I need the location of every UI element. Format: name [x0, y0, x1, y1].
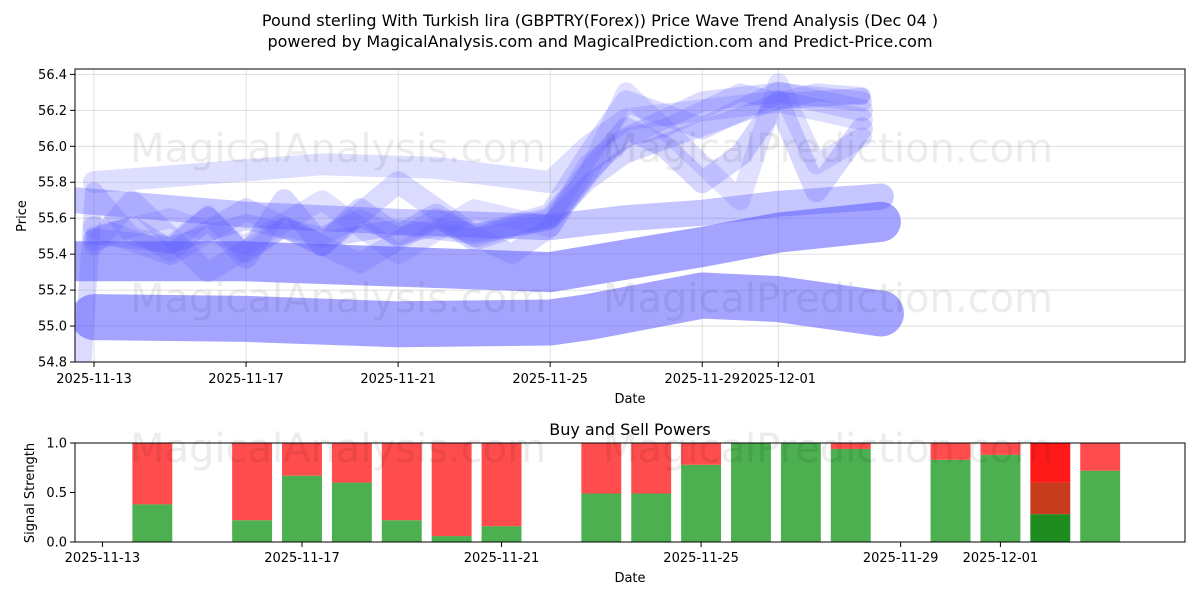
- buy-bar-10: [731, 443, 771, 542]
- signal-y-axis-label: Signal Strength: [23, 443, 38, 543]
- signal-chart-title: Buy and Sell Powers: [549, 420, 711, 439]
- mixed-bar-15: [1030, 482, 1071, 515]
- price-wave-series: [75, 73, 904, 362]
- watermark-prediction-bottom: MagicalPrediction.com: [603, 426, 1053, 472]
- buy-bar-15: [1030, 514, 1071, 542]
- signal-x-tick-label-5: 2025-12-01: [963, 551, 1039, 566]
- signal-bars: [132, 443, 1121, 542]
- sell-bar-3: [331, 443, 372, 483]
- buy-bar-4: [381, 520, 422, 542]
- signal-x-tick-label-2: 2025-11-21: [464, 551, 540, 566]
- sell-bar-4: [381, 443, 422, 521]
- price-x-tick-label-1: 2025-11-17: [208, 372, 284, 387]
- signal-y-tick-label-1: 0.5: [46, 486, 67, 501]
- signal-y-tick-label-0: 0.0: [46, 536, 67, 551]
- price-x-ticks: 2025-11-13 2025-11-17 2025-11-21 2025-11-25…: [56, 362, 816, 387]
- price-y-tick-label-7: 56.2: [38, 104, 67, 119]
- price-y-tick-label-0: 54.8: [38, 356, 67, 371]
- watermark-analysis-top-2: MagicalAnalysis.com: [130, 276, 546, 322]
- price-y-tick-label-8: 56.4: [38, 68, 67, 83]
- buy-bar-5: [431, 536, 472, 542]
- price-y-tick-label-1: 55.0: [38, 320, 67, 335]
- price-x-tick-label-3: 2025-11-25: [512, 372, 588, 387]
- price-wave-line-10: [86, 88, 870, 254]
- price-x-axis-label: Date: [614, 392, 645, 407]
- buy-bar-12: [830, 448, 871, 542]
- sell-bar-14: [980, 443, 1021, 455]
- signal-x-tick-label-1: 2025-11-17: [264, 551, 340, 566]
- sell-bar-16: [1080, 443, 1121, 471]
- price-wave-line-4: [83, 90, 873, 269]
- sell-bar-15: [1030, 443, 1071, 483]
- buy-bar-16: [1080, 470, 1121, 542]
- buy-bar-9: [681, 464, 722, 542]
- signal-strength-chart: Buy and Sell Powers MagicalAnalysis.com …: [23, 420, 1186, 586]
- sell-bar-0: [132, 443, 173, 505]
- price-x-tick-label-2: 2025-11-21: [360, 372, 436, 387]
- buy-bar-7: [581, 493, 622, 542]
- watermark-prediction-top-1: MagicalPrediction.com: [603, 126, 1053, 172]
- price-y-tick-label-6: 56.0: [38, 140, 67, 155]
- watermark-analysis-bottom: MagicalAnalysis.com: [130, 426, 546, 472]
- buy-bar-11: [780, 443, 821, 542]
- sell-bar-13: [930, 443, 971, 460]
- buy-bar-14: [980, 454, 1021, 542]
- price-wave-line-3: [75, 183, 894, 241]
- watermark-prediction-top-2: MagicalPrediction.com: [603, 276, 1053, 322]
- sell-bar-1: [232, 443, 273, 521]
- sell-bar-8: [631, 443, 672, 494]
- signal-x-tick-label-3: 2025-11-25: [663, 551, 739, 566]
- signal-x-axis-label: Date: [614, 571, 645, 586]
- signal-y-tick-label-2: 1.0: [46, 437, 67, 452]
- sell-bar-6: [481, 443, 522, 527]
- buy-bar-13: [930, 459, 971, 542]
- price-x-tick-label-4: 2025-11-29: [664, 372, 740, 387]
- price-wave-line-9: [75, 83, 871, 362]
- signal-x-ticks: 2025-11-13 2025-11-17 2025-11-21 2025-11-25…: [65, 542, 1039, 566]
- sell-bar-2: [282, 443, 322, 476]
- price-wave-line-7: [84, 82, 872, 283]
- price-wave-line-1: [75, 272, 904, 348]
- signal-x-tick-label-0: 2025-11-13: [65, 551, 141, 566]
- price-wave-line-2: [75, 201, 901, 293]
- buy-bar-3: [331, 482, 372, 542]
- price-x-tick-label-5: 2025-12-01: [740, 372, 816, 387]
- price-x-tick-label-0: 2025-11-13: [56, 372, 132, 387]
- chart-title-line-1: Pound sterling With Turkish lira (GBPTRY…: [262, 11, 938, 30]
- price-y-tick-label-5: 55.8: [38, 176, 67, 191]
- price-y-axis-label: Price: [15, 200, 30, 232]
- buy-bar-1: [232, 520, 273, 542]
- buy-bar-2: [282, 475, 322, 542]
- price-grid: [75, 69, 1185, 363]
- sell-bar-7: [581, 443, 622, 494]
- price-wave-line-8: [84, 73, 872, 265]
- sell-bar-12: [830, 443, 871, 449]
- sell-bar-9: [681, 443, 722, 465]
- price-plot-frame: [74, 68, 1186, 363]
- watermark-analysis-top-1: MagicalAnalysis.com: [130, 126, 546, 172]
- price-y-tick-label-3: 55.4: [38, 248, 67, 263]
- buy-bar-0: [132, 504, 173, 542]
- price-wave-line-6: [83, 90, 873, 194]
- price-wave-chart: MagicalAnalysis.com MagicalPrediction.co…: [15, 68, 1186, 407]
- chart-title-line-2: powered by MagicalAnalysis.com and Magic…: [267, 32, 932, 51]
- sell-bar-5: [431, 443, 472, 537]
- buy-bar-6: [481, 526, 522, 542]
- buy-bar-8: [631, 493, 672, 542]
- signal-x-tick-label-4: 2025-11-29: [863, 551, 939, 566]
- price-y-tick-label-4: 55.6: [38, 212, 67, 227]
- price-y-tick-label-2: 55.2: [38, 284, 67, 299]
- price-wave-line-5: [83, 81, 873, 266]
- price-y-ticks: 54.8 55.0 55.2 55.4 55.6 55.8 56.0 56.2 56.4: [38, 68, 75, 371]
- signal-y-ticks: 0.0 0.5 1.0: [46, 437, 75, 551]
